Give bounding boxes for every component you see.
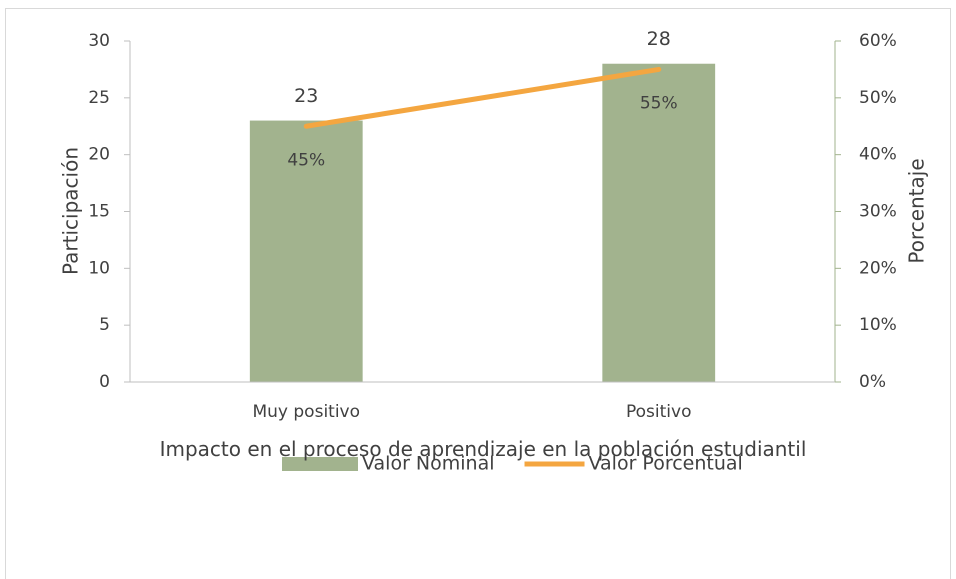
y-tick-label: 0 [99,372,110,392]
y2-tick-label: 10% [859,315,897,335]
bar-value-label: 23 [294,85,318,107]
chart-frame [5,8,951,579]
line-value-label: 55% [640,93,678,113]
y-tick-label: 15 [88,202,110,222]
y2-tick-label: 0% [859,372,886,392]
x-tick-label: Positivo [626,402,691,422]
y2-tick-label: 50% [859,88,897,108]
legend-label: Valor Nominal [362,453,495,475]
line-series [303,66,662,129]
y2-tick-label: 40% [859,145,897,165]
bar [602,63,716,382]
bar [249,120,363,383]
line-value-label: 45% [287,150,325,170]
x-tick-label: Muy positivo [252,402,360,422]
y-axis-title: Participación [59,147,83,275]
y-tick-label: 5 [99,315,110,335]
y-tick-label: 30 [88,31,110,51]
y-tick-label: 25 [88,88,110,108]
legend-swatch [282,457,358,471]
y2-tick-label: 20% [859,258,897,278]
bar-value-label: 28 [647,28,671,50]
x-axis-title: Impacto en el proceso de aprendizaje en … [159,437,807,461]
y-tick-label: 10 [88,258,110,278]
y-tick-label: 20 [88,145,110,165]
y2-axis-title: Porcentaje [905,158,929,263]
legend-label: Valor Porcentual [589,453,743,475]
y2-tick-label: 60% [859,31,897,51]
y2-tick-label: 30% [859,202,897,222]
